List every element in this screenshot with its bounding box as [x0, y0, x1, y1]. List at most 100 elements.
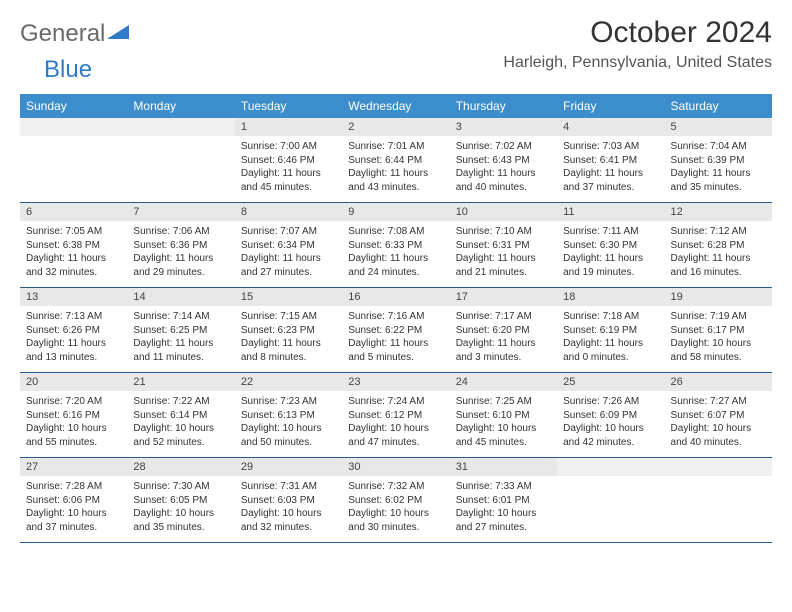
day-number: 8: [235, 203, 342, 221]
day-data: Sunrise: 7:08 AMSunset: 6:33 PMDaylight:…: [342, 221, 449, 287]
day-number: 19: [665, 288, 772, 306]
day-number: 4: [557, 118, 664, 136]
calendar-cell: 12Sunrise: 7:12 AMSunset: 6:28 PMDayligh…: [665, 203, 772, 288]
logo-triangle-icon: [107, 23, 133, 46]
weekday-header: Sunday: [20, 94, 127, 118]
day-data: Sunrise: 7:14 AMSunset: 6:25 PMDaylight:…: [127, 306, 234, 372]
day-data: Sunrise: 7:16 AMSunset: 6:22 PMDaylight:…: [342, 306, 449, 372]
logo-text-blue: Blue: [44, 56, 92, 83]
calendar-cell: 30Sunrise: 7:32 AMSunset: 6:02 PMDayligh…: [342, 458, 449, 543]
calendar-cell: 29Sunrise: 7:31 AMSunset: 6:03 PMDayligh…: [235, 458, 342, 543]
day-data: Sunrise: 7:17 AMSunset: 6:20 PMDaylight:…: [450, 306, 557, 372]
day-data: Sunrise: 7:28 AMSunset: 6:06 PMDaylight:…: [20, 476, 127, 542]
calendar-cell: 21Sunrise: 7:22 AMSunset: 6:14 PMDayligh…: [127, 373, 234, 458]
day-data: Sunrise: 7:19 AMSunset: 6:17 PMDaylight:…: [665, 306, 772, 372]
weekday-header: Thursday: [450, 94, 557, 118]
day-number: 12: [665, 203, 772, 221]
calendar-cell: [557, 458, 664, 543]
calendar-cell: 16Sunrise: 7:16 AMSunset: 6:22 PMDayligh…: [342, 288, 449, 373]
day-data: Sunrise: 7:10 AMSunset: 6:31 PMDaylight:…: [450, 221, 557, 287]
calendar-cell: [20, 118, 127, 203]
day-data: Sunrise: 7:31 AMSunset: 6:03 PMDaylight:…: [235, 476, 342, 542]
day-data: Sunrise: 7:01 AMSunset: 6:44 PMDaylight:…: [342, 136, 449, 202]
calendar-cell: 28Sunrise: 7:30 AMSunset: 6:05 PMDayligh…: [127, 458, 234, 543]
day-number: 7: [127, 203, 234, 221]
calendar-cell: 22Sunrise: 7:23 AMSunset: 6:13 PMDayligh…: [235, 373, 342, 458]
calendar-cell: 25Sunrise: 7:26 AMSunset: 6:09 PMDayligh…: [557, 373, 664, 458]
calendar-week-row: 13Sunrise: 7:13 AMSunset: 6:26 PMDayligh…: [20, 288, 772, 373]
calendar-cell: 27Sunrise: 7:28 AMSunset: 6:06 PMDayligh…: [20, 458, 127, 543]
day-data: Sunrise: 7:07 AMSunset: 6:34 PMDaylight:…: [235, 221, 342, 287]
day-number: 14: [127, 288, 234, 306]
day-data: [127, 136, 234, 198]
day-number: 29: [235, 458, 342, 476]
calendar-cell: 4Sunrise: 7:03 AMSunset: 6:41 PMDaylight…: [557, 118, 664, 203]
day-number: 10: [450, 203, 557, 221]
calendar-cell: [127, 118, 234, 203]
day-data: Sunrise: 7:12 AMSunset: 6:28 PMDaylight:…: [665, 221, 772, 287]
day-data: Sunrise: 7:33 AMSunset: 6:01 PMDaylight:…: [450, 476, 557, 542]
day-number: 23: [342, 373, 449, 391]
day-number: [557, 458, 664, 476]
day-data: Sunrise: 7:26 AMSunset: 6:09 PMDaylight:…: [557, 391, 664, 457]
month-title: October 2024: [503, 16, 772, 50]
day-number: 3: [450, 118, 557, 136]
day-number: 27: [20, 458, 127, 476]
title-block: October 2024 Harleigh, Pennsylvania, Uni…: [503, 16, 772, 72]
calendar-cell: 23Sunrise: 7:24 AMSunset: 6:12 PMDayligh…: [342, 373, 449, 458]
calendar-cell: 13Sunrise: 7:13 AMSunset: 6:26 PMDayligh…: [20, 288, 127, 373]
day-number: 28: [127, 458, 234, 476]
day-data: Sunrise: 7:22 AMSunset: 6:14 PMDaylight:…: [127, 391, 234, 457]
day-number: 13: [20, 288, 127, 306]
calendar-week-row: 1Sunrise: 7:00 AMSunset: 6:46 PMDaylight…: [20, 118, 772, 203]
day-number: 5: [665, 118, 772, 136]
day-number: 16: [342, 288, 449, 306]
day-data: Sunrise: 7:05 AMSunset: 6:38 PMDaylight:…: [20, 221, 127, 287]
day-data: Sunrise: 7:04 AMSunset: 6:39 PMDaylight:…: [665, 136, 772, 202]
calendar-cell: 31Sunrise: 7:33 AMSunset: 6:01 PMDayligh…: [450, 458, 557, 543]
day-number: 2: [342, 118, 449, 136]
calendar-cell: 1Sunrise: 7:00 AMSunset: 6:46 PMDaylight…: [235, 118, 342, 203]
day-number: 15: [235, 288, 342, 306]
calendar-cell: 6Sunrise: 7:05 AMSunset: 6:38 PMDaylight…: [20, 203, 127, 288]
calendar-week-row: 6Sunrise: 7:05 AMSunset: 6:38 PMDaylight…: [20, 203, 772, 288]
day-number: 22: [235, 373, 342, 391]
day-data: Sunrise: 7:23 AMSunset: 6:13 PMDaylight:…: [235, 391, 342, 457]
location-text: Harleigh, Pennsylvania, United States: [503, 54, 772, 72]
day-number: 30: [342, 458, 449, 476]
weekday-header: Friday: [557, 94, 664, 118]
day-data: Sunrise: 7:18 AMSunset: 6:19 PMDaylight:…: [557, 306, 664, 372]
calendar-cell: 19Sunrise: 7:19 AMSunset: 6:17 PMDayligh…: [665, 288, 772, 373]
day-data: [557, 476, 664, 538]
day-data: Sunrise: 7:03 AMSunset: 6:41 PMDaylight:…: [557, 136, 664, 202]
day-number: 21: [127, 373, 234, 391]
logo-text-general: General: [20, 20, 105, 48]
day-data: Sunrise: 7:20 AMSunset: 6:16 PMDaylight:…: [20, 391, 127, 457]
day-data: Sunrise: 7:25 AMSunset: 6:10 PMDaylight:…: [450, 391, 557, 457]
day-data: Sunrise: 7:30 AMSunset: 6:05 PMDaylight:…: [127, 476, 234, 542]
weekday-header: Saturday: [665, 94, 772, 118]
day-number: 6: [20, 203, 127, 221]
day-data: Sunrise: 7:27 AMSunset: 6:07 PMDaylight:…: [665, 391, 772, 457]
calendar-week-row: 27Sunrise: 7:28 AMSunset: 6:06 PMDayligh…: [20, 458, 772, 543]
day-number: 18: [557, 288, 664, 306]
day-data: Sunrise: 7:02 AMSunset: 6:43 PMDaylight:…: [450, 136, 557, 202]
weekday-header: Monday: [127, 94, 234, 118]
day-number: [665, 458, 772, 476]
logo: General: [20, 20, 133, 48]
weekday-header: Tuesday: [235, 94, 342, 118]
day-data: [665, 476, 772, 538]
day-number: 17: [450, 288, 557, 306]
calendar-cell: 10Sunrise: 7:10 AMSunset: 6:31 PMDayligh…: [450, 203, 557, 288]
weekday-header-row: SundayMondayTuesdayWednesdayThursdayFrid…: [20, 94, 772, 118]
calendar-cell: 3Sunrise: 7:02 AMSunset: 6:43 PMDaylight…: [450, 118, 557, 203]
day-number: 24: [450, 373, 557, 391]
weekday-header: Wednesday: [342, 94, 449, 118]
day-data: Sunrise: 7:32 AMSunset: 6:02 PMDaylight:…: [342, 476, 449, 542]
day-data: Sunrise: 7:11 AMSunset: 6:30 PMDaylight:…: [557, 221, 664, 287]
day-data: Sunrise: 7:15 AMSunset: 6:23 PMDaylight:…: [235, 306, 342, 372]
calendar-cell: 5Sunrise: 7:04 AMSunset: 6:39 PMDaylight…: [665, 118, 772, 203]
day-number: 11: [557, 203, 664, 221]
calendar-cell: 7Sunrise: 7:06 AMSunset: 6:36 PMDaylight…: [127, 203, 234, 288]
calendar-cell: 9Sunrise: 7:08 AMSunset: 6:33 PMDaylight…: [342, 203, 449, 288]
